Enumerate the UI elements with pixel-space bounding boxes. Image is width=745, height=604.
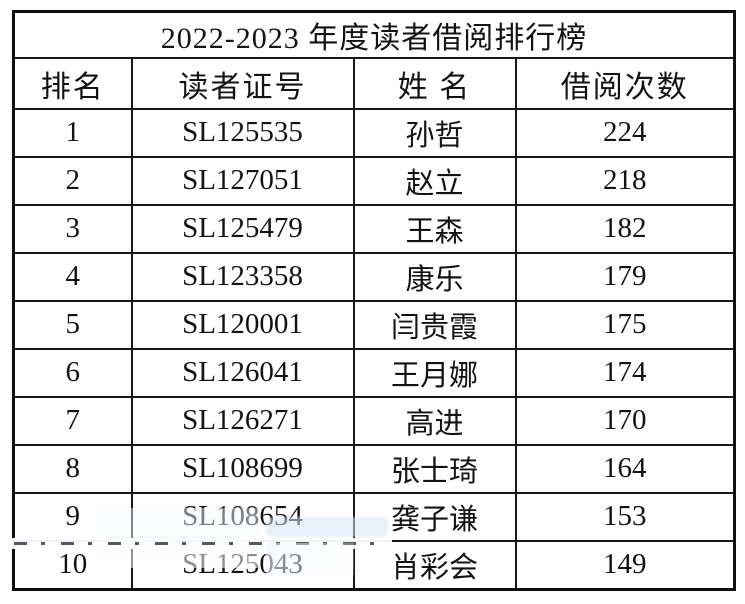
rank-cell: 5	[12, 299, 133, 350]
card-cell: SL125535	[130, 108, 355, 158]
rank-cell: 2	[12, 155, 133, 206]
count-cell: 218	[514, 155, 736, 206]
rank-cell: 3	[12, 203, 133, 254]
name-cell: 王月娜	[352, 347, 517, 398]
name-cell: 康乐	[352, 251, 517, 302]
page-title: 2022-2023 年度读者借阅排行榜	[12, 10, 736, 59]
rank-cell: 7	[12, 395, 133, 446]
count-cell: 153	[514, 491, 736, 542]
count-cell: 174	[514, 347, 736, 398]
broken-border-artifact	[0, 538, 392, 549]
rank-cell: 6	[12, 347, 133, 398]
table-row: 5 SL120001 闫贵霞 175	[12, 299, 736, 350]
table-row: 2 SL127051 赵立 218	[12, 155, 736, 206]
table-row: 7 SL126271 高进 170	[12, 395, 736, 446]
table-row: 6 SL126041 王月娜 174	[12, 347, 736, 398]
rank-cell: 1	[12, 108, 133, 158]
card-cell: SL123358	[130, 251, 355, 302]
table-row: 1 SL125535 孙哲 224	[12, 108, 736, 158]
count-cell: 170	[514, 395, 736, 446]
table-row: 3 SL125479 王森 182	[12, 203, 736, 254]
table-row: 8 SL108699 张士琦 164	[12, 443, 736, 494]
name-cell: 赵立	[352, 155, 517, 206]
borrow-ranking-table: 2022-2023 年度读者借阅排行榜 排名 读者证号 姓 名 借阅次数 1 S…	[12, 10, 736, 591]
header-row: 排名 读者证号 姓 名 借阅次数	[12, 57, 736, 110]
column-header-name: 姓 名	[352, 57, 517, 110]
card-cell: SL126041	[130, 347, 355, 398]
column-header-rank: 排名	[12, 57, 133, 110]
card-cell: SL127051	[130, 155, 355, 206]
name-cell: 肖彩会	[352, 539, 517, 591]
count-cell: 175	[514, 299, 736, 350]
name-cell: 王森	[352, 203, 517, 254]
count-cell: 149	[514, 539, 736, 591]
count-cell: 179	[514, 251, 736, 302]
card-cell: SL125479	[130, 203, 355, 254]
title-row: 2022-2023 年度读者借阅排行榜	[12, 10, 736, 59]
rank-cell: 8	[12, 443, 133, 494]
name-cell: 高进	[352, 395, 517, 446]
name-cell: 张士琦	[352, 443, 517, 494]
count-cell: 182	[514, 203, 736, 254]
scan-smudge-artifact	[266, 543, 354, 575]
dash-remnant-artifact	[14, 542, 384, 545]
ghost-text-artifact	[266, 517, 388, 537]
count-cell: 224	[514, 108, 736, 158]
rank-cell: 4	[12, 251, 133, 302]
count-cell: 164	[514, 443, 736, 494]
name-cell: 闫贵霞	[352, 299, 517, 350]
card-cell: SL108699	[130, 443, 355, 494]
card-cell: SL126271	[130, 395, 355, 446]
column-header-count: 借阅次数	[514, 57, 736, 110]
card-cell: SL120001	[130, 299, 355, 350]
column-header-card: 读者证号	[130, 57, 355, 110]
name-cell: 孙哲	[352, 108, 517, 158]
table-row: 4 SL123358 康乐 179	[12, 251, 736, 302]
